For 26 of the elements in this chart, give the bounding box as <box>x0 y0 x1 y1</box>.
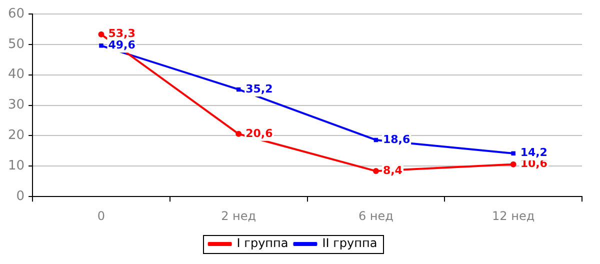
legend-label: I группа <box>236 236 288 250</box>
y-tick-label: 10 <box>8 158 25 174</box>
point <box>236 130 242 137</box>
legend-label: II группа <box>322 236 378 250</box>
x-tick-label: 2 нед <box>221 208 256 223</box>
point <box>372 168 379 174</box>
point <box>511 151 516 156</box>
point <box>99 44 104 48</box>
y-tick-label: 60 <box>8 6 25 22</box>
y-tick-label: 0 <box>16 188 25 204</box>
y-tick-label: 40 <box>8 67 25 82</box>
y-tick-label: 30 <box>8 98 25 113</box>
x-tick-label: 12 нед <box>492 208 535 223</box>
y-tick-label: 20 <box>8 128 25 144</box>
data-label: 20,6 <box>246 126 274 140</box>
x-tick-label: 6 нед <box>358 208 394 223</box>
data-label: 18,6 <box>382 132 410 146</box>
data-label: 8,4 <box>382 164 403 177</box>
y-tick-label: 50 <box>8 36 25 52</box>
data-label: 35,2 <box>246 82 273 96</box>
data-label: 14,2 <box>520 146 548 160</box>
data-label: 53,3 <box>108 27 136 40</box>
point <box>98 31 104 38</box>
x-tick-label: 0 <box>97 208 106 223</box>
point <box>510 161 516 168</box>
data-label: 49,6 <box>108 38 136 52</box>
